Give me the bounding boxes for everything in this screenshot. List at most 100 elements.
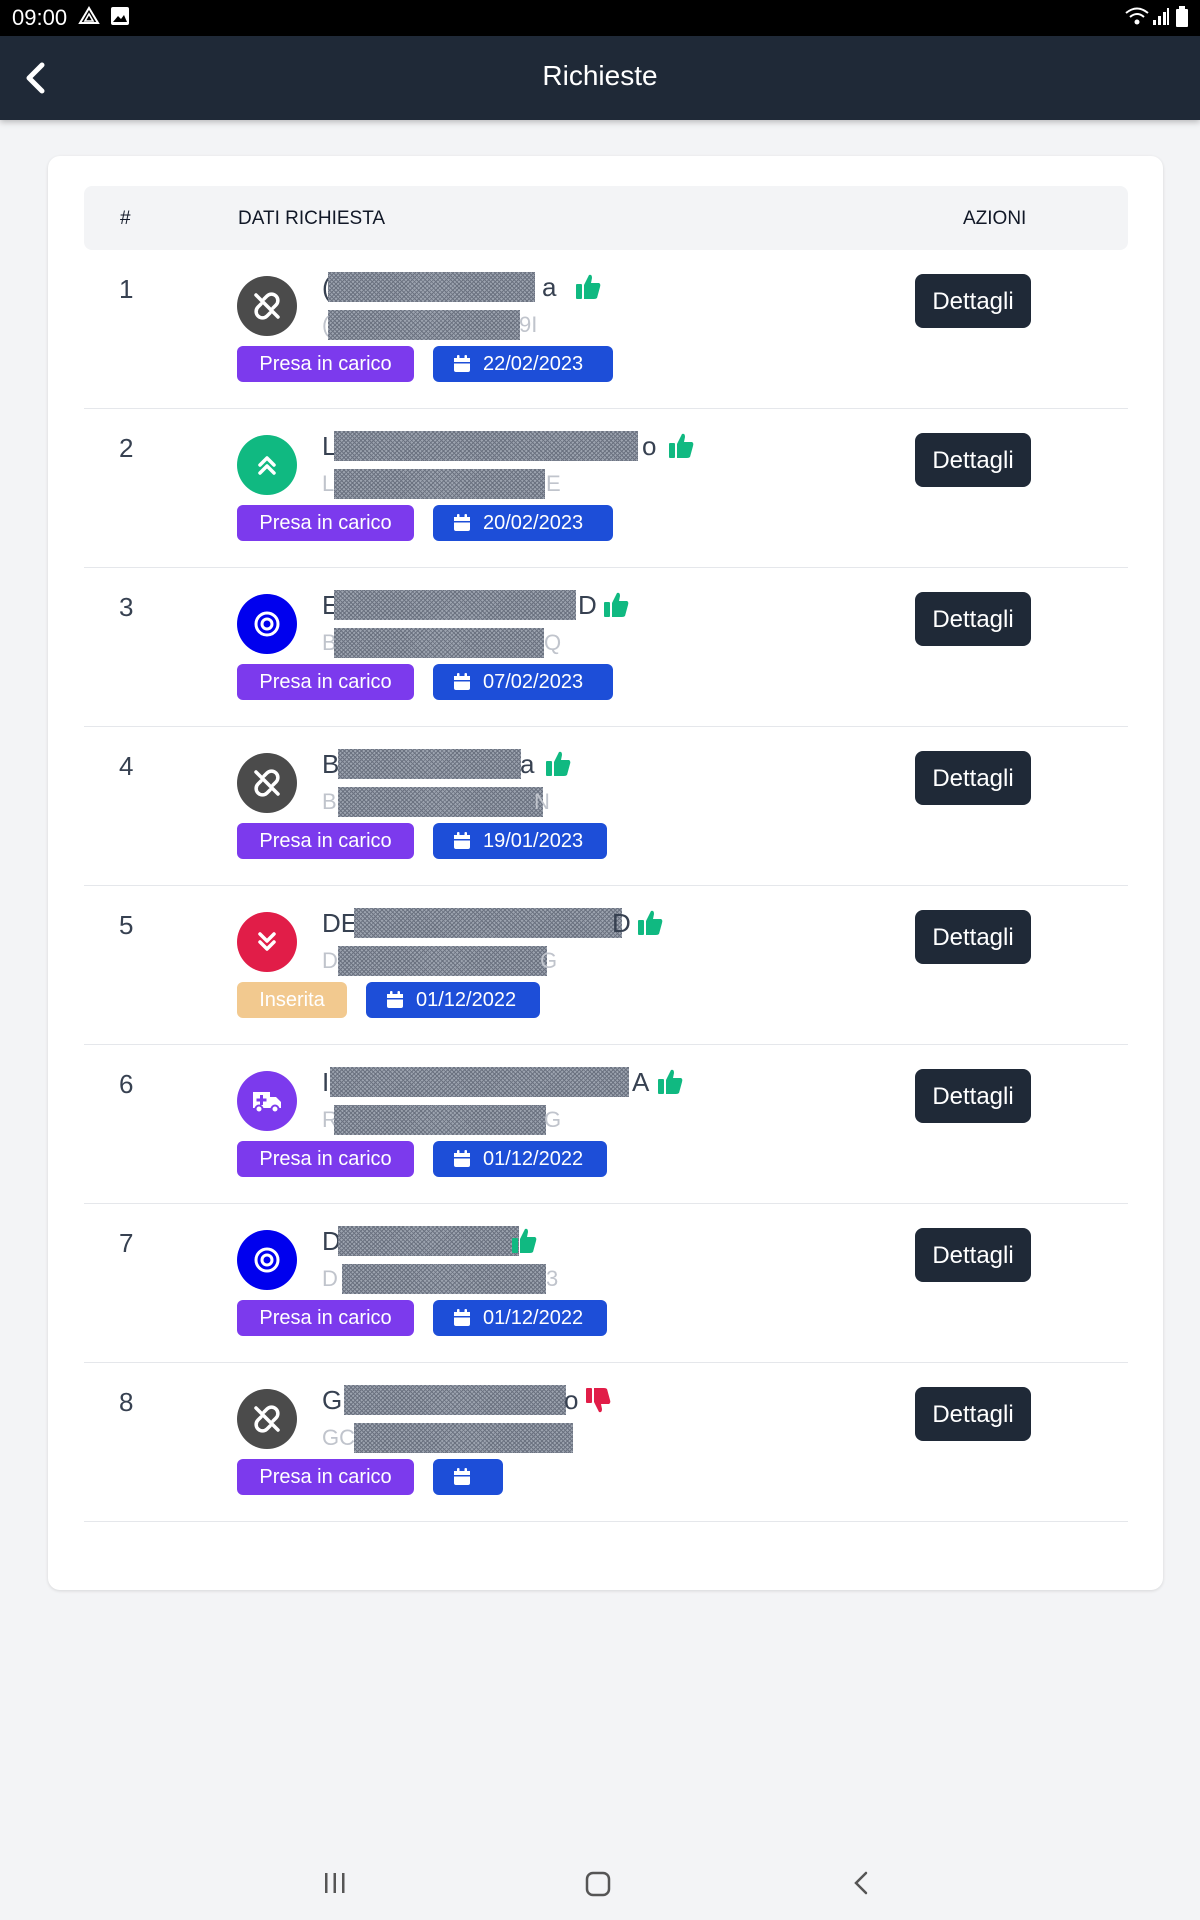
battery-icon: [1176, 6, 1188, 34]
column-header-data: DATI RICHIESTA: [238, 208, 386, 229]
details-button[interactable]: Dettagli: [915, 433, 1031, 487]
code-visible-start: B: [322, 630, 337, 655]
date-text: 01/12/2022: [416, 989, 517, 1011]
details-button[interactable]: Dettagli: [915, 274, 1031, 328]
redacted-code: [328, 310, 520, 340]
name-visible-start: B: [322, 749, 340, 779]
page-title: Richieste: [542, 60, 658, 91]
code-visible-end: 9I: [519, 312, 538, 337]
request-type-avatar: [237, 276, 297, 336]
table-row: 7 D D 3 Presa in carico 01/12/2022 Dettagli: [84, 1204, 1128, 1363]
request-type-avatar: [237, 912, 297, 972]
name-visible-end: a: [520, 749, 535, 779]
code-visible-end: G: [540, 948, 558, 973]
details-button[interactable]: Dettagli: [915, 1228, 1031, 1282]
thumbs-up-icon: [602, 590, 630, 625]
redacted-name: [334, 431, 638, 461]
date-badge: 07/02/2023: [433, 664, 613, 700]
details-button[interactable]: Dettagli: [915, 592, 1031, 646]
row-number: 6: [119, 1069, 134, 1099]
name-visible-end: o: [642, 431, 657, 461]
redacted-code: [338, 787, 543, 817]
row-number: 1: [119, 274, 134, 304]
code-visible-end: N: [534, 789, 550, 814]
name-visible-end: o: [564, 1385, 579, 1415]
requests-card: # DATI RICHIESTA AZIONI 1 (a (9I Presa in c…: [48, 156, 1163, 1590]
home-icon[interactable]: [584, 1870, 612, 1903]
back-arrow-icon[interactable]: [18, 60, 54, 96]
name-visible-start: L: [322, 431, 337, 461]
redacted-name: [328, 272, 535, 302]
name-visible-end: D: [578, 590, 597, 620]
request-type-avatar: [237, 1230, 297, 1290]
redacted-code: [342, 1264, 546, 1294]
redacted-code: [334, 628, 544, 658]
date-badge: 22/02/2023: [433, 346, 613, 382]
thumbs-down-icon: [584, 1385, 612, 1420]
status-time: 09:00: [12, 5, 68, 30]
name-visible-start: G: [322, 1385, 343, 1415]
redacted-name: [330, 1067, 629, 1097]
date-badge: 19/01/2023: [433, 823, 607, 859]
details-button[interactable]: Dettagli: [915, 1387, 1031, 1441]
date-text: 19/01/2023: [483, 830, 584, 852]
date-badge: 01/12/2022: [433, 1300, 607, 1336]
details-button[interactable]: Dettagli: [915, 910, 1031, 964]
row-number: 3: [119, 592, 134, 622]
status-badge: Presa in carico: [237, 823, 414, 859]
request-type-avatar: [237, 594, 297, 654]
row-number: 5: [119, 910, 134, 940]
thumbs-up-icon: [574, 272, 602, 307]
name-visible-end: a: [542, 272, 557, 302]
name-visible-end: D: [612, 908, 631, 938]
thumbs-up-icon: [667, 431, 695, 466]
table-row: 5 DE D D G Inserita 01/12/2022 Dettagli: [84, 886, 1128, 1045]
thumbs-up-icon: [636, 908, 664, 943]
details-button[interactable]: Dettagli: [915, 751, 1031, 805]
details-button[interactable]: Dettagli: [915, 1069, 1031, 1123]
column-header-actions: AZIONI: [963, 208, 1027, 229]
recent-apps-icon[interactable]: [322, 1870, 348, 1901]
date-text: 07/02/2023: [483, 671, 584, 693]
name-visible-start: DE: [322, 908, 359, 938]
table-header: # DATI RICHIESTA AZIONI: [84, 186, 1128, 250]
request-type-avatar: [237, 753, 297, 813]
date-badge: 01/12/2022: [433, 1141, 607, 1177]
drive-icon: [78, 6, 100, 32]
date-badge: 20/02/2023: [433, 505, 613, 541]
row-number: 4: [119, 751, 134, 781]
name-visible-start: I: [322, 1067, 330, 1097]
status-bar: 09:00: [0, 0, 1200, 36]
code-visible-start: B: [322, 789, 337, 814]
name-visible-start: D: [322, 1226, 341, 1256]
status-badge: Presa in carico: [237, 505, 414, 541]
name-visible-start: (: [322, 272, 331, 302]
status-badge: Presa in carico: [237, 346, 414, 382]
code-visible-start: D: [322, 1266, 338, 1291]
redacted-name: [334, 590, 576, 620]
status-badge: Presa in carico: [237, 1300, 414, 1336]
nav-back-icon[interactable]: [850, 1870, 874, 1901]
date-text: 01/12/2022: [483, 1148, 584, 1170]
code-visible-start: GC: [322, 1425, 355, 1450]
redacted-name: [354, 908, 622, 938]
code-visible-start: L: [322, 471, 335, 496]
app-header: Richieste: [0, 36, 1200, 120]
thumbs-up-icon: [510, 1226, 538, 1261]
row-number: 7: [119, 1228, 134, 1258]
thumbs-up-icon: [544, 749, 572, 784]
redacted-name: [338, 749, 521, 779]
table-row: 3 E D B Q Presa in carico 07/02/2023 Dettagli: [84, 568, 1128, 727]
status-badge: Inserita: [237, 982, 347, 1018]
redacted-code: [338, 946, 547, 976]
wifi-icon: [1124, 6, 1150, 32]
date-badge: [433, 1459, 503, 1495]
signal-icon: [1152, 6, 1170, 32]
table-row: 1 (a (9I Presa in carico 22/02/2023 Dettagli: [84, 250, 1128, 409]
name-visible-end: A: [632, 1067, 650, 1097]
code-visible-start: R: [322, 1107, 338, 1132]
date-text: 20/02/2023: [483, 512, 584, 534]
date-text: 22/02/2023: [483, 353, 584, 375]
redacted-code: [354, 1423, 573, 1453]
